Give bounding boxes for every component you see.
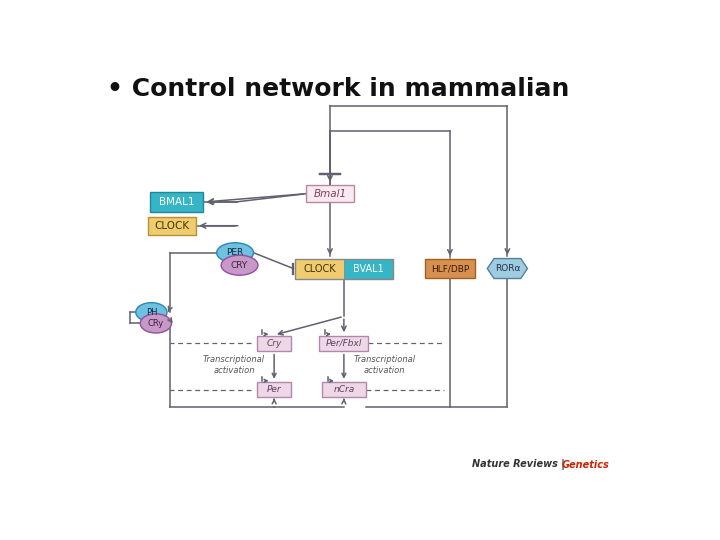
Text: BMAL1: BMAL1 [158,197,194,207]
Text: Transcriptional
activation: Transcriptional activation [354,355,415,375]
FancyBboxPatch shape [306,185,354,202]
Text: Per/Fbxl: Per/Fbxl [325,339,362,348]
FancyBboxPatch shape [320,336,369,351]
Text: Transcriptional
activation: Transcriptional activation [203,355,265,375]
Text: nCra: nCra [333,386,354,394]
Text: PH: PH [145,308,157,316]
FancyBboxPatch shape [257,336,292,351]
Ellipse shape [140,314,171,333]
Text: CLOCK: CLOCK [155,221,189,231]
Text: CLOCK: CLOCK [303,264,336,274]
FancyBboxPatch shape [344,259,392,279]
FancyBboxPatch shape [425,259,475,278]
Text: Nature Reviews |: Nature Reviews | [472,459,568,470]
Text: Bmal1: Bmal1 [313,188,346,199]
FancyBboxPatch shape [257,382,292,397]
Text: Genetics: Genetics [562,460,609,470]
Text: CRy: CRy [148,319,164,328]
FancyBboxPatch shape [150,192,203,212]
Text: HLF/DBP: HLF/DBP [431,264,469,273]
Polygon shape [487,259,528,279]
Text: • Control network in mammalian: • Control network in mammalian [107,77,569,102]
Ellipse shape [221,255,258,275]
Ellipse shape [217,243,253,263]
Text: BVAL1: BVAL1 [353,264,384,274]
Text: PER: PER [227,248,243,257]
FancyBboxPatch shape [148,217,196,235]
Text: CRY: CRY [231,261,248,269]
Text: Per: Per [267,386,282,394]
Text: RORα: RORα [495,264,520,273]
Text: Cry: Cry [266,339,282,348]
FancyBboxPatch shape [295,259,344,279]
Ellipse shape [136,302,167,322]
FancyBboxPatch shape [322,382,366,397]
